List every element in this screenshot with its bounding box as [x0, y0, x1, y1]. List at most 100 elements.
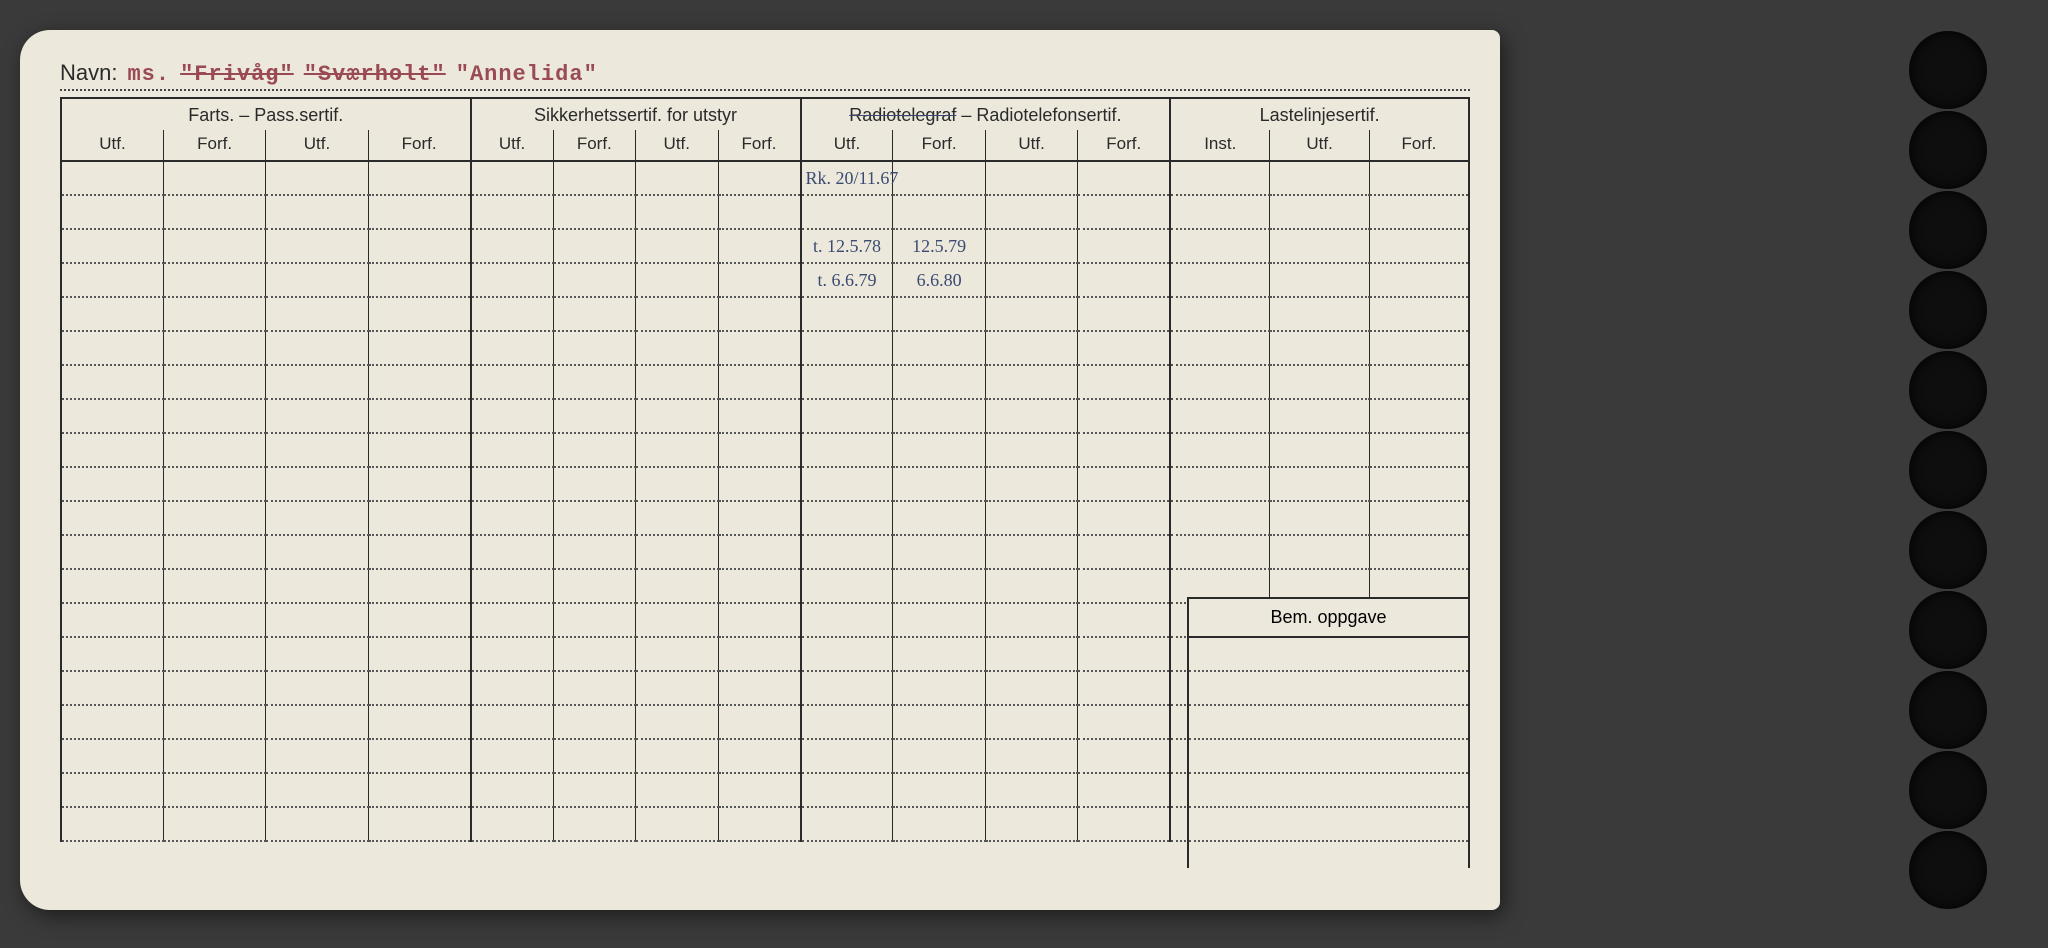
cell	[471, 365, 553, 399]
cell	[368, 399, 470, 433]
cell	[636, 807, 718, 841]
vessel-name-1: "Frivåg"	[180, 62, 294, 87]
cell	[266, 195, 368, 229]
cell	[1078, 569, 1170, 603]
cell	[1078, 229, 1170, 263]
binder-hole	[1909, 591, 1987, 669]
cell	[985, 365, 1077, 399]
cell	[163, 195, 265, 229]
cell	[985, 739, 1077, 773]
cell	[266, 467, 368, 501]
cell	[1078, 331, 1170, 365]
cell	[368, 739, 470, 773]
col-header: Utf.	[636, 130, 718, 161]
cell	[1170, 161, 1270, 195]
cell	[636, 195, 718, 229]
binder-hole	[1909, 431, 1987, 509]
name-label: Navn:	[60, 60, 117, 86]
table-row	[61, 399, 1469, 433]
cell	[1270, 535, 1370, 569]
cell: 6.6.80	[893, 263, 985, 297]
cell	[636, 671, 718, 705]
cell	[163, 365, 265, 399]
cell	[985, 671, 1077, 705]
cell	[893, 671, 985, 705]
cell	[1170, 331, 1270, 365]
cell	[553, 433, 635, 467]
cell	[266, 603, 368, 637]
cell	[636, 603, 718, 637]
cell	[368, 195, 470, 229]
cell	[718, 467, 800, 501]
cell	[61, 807, 163, 841]
cell	[553, 569, 635, 603]
cell	[553, 603, 635, 637]
cell: t. 12.5.78	[801, 229, 893, 263]
col-header: Forf.	[553, 130, 635, 161]
cell	[1078, 773, 1170, 807]
cell	[985, 603, 1077, 637]
cell	[718, 229, 800, 263]
cell	[1369, 433, 1469, 467]
cell	[368, 671, 470, 705]
cell	[61, 263, 163, 297]
cell	[1078, 739, 1170, 773]
cell	[368, 467, 470, 501]
name-row: Navn: ms. "Frivåg" "Sværholt" "Annelida"	[60, 60, 1470, 91]
certificate-table-wrap: Farts. – Pass.sertif. Sikkerhetssertif. …	[60, 97, 1470, 842]
cell	[985, 161, 1077, 195]
col-header: Utf.	[985, 130, 1077, 161]
cell	[1369, 399, 1469, 433]
cell	[553, 773, 635, 807]
cell	[985, 807, 1077, 841]
cell	[801, 739, 893, 773]
cell	[985, 535, 1077, 569]
cell	[61, 739, 163, 773]
cell	[893, 501, 985, 535]
cell	[801, 535, 893, 569]
group-sikkerhet: Sikkerhetssertif. for utstyr	[471, 98, 801, 130]
binder-hole	[1909, 271, 1987, 349]
cell	[985, 467, 1077, 501]
cell	[718, 705, 800, 739]
cell	[368, 773, 470, 807]
cell	[801, 433, 893, 467]
cell	[163, 229, 265, 263]
table-row	[61, 535, 1469, 569]
cell	[61, 399, 163, 433]
index-card: Navn: ms. "Frivåg" "Sværholt" "Annelida"…	[20, 30, 1500, 910]
cell	[1270, 195, 1370, 229]
cell	[1170, 229, 1270, 263]
cell	[801, 501, 893, 535]
bem-oppgave-box: Bem. oppgave	[1187, 597, 1470, 868]
cell	[1369, 365, 1469, 399]
cell	[61, 671, 163, 705]
cell	[163, 705, 265, 739]
cell	[471, 637, 553, 671]
cell	[1270, 467, 1370, 501]
cell	[801, 603, 893, 637]
col-header: Utf.	[266, 130, 368, 161]
cell	[718, 739, 800, 773]
cell	[471, 807, 553, 841]
cell	[636, 569, 718, 603]
cell	[61, 229, 163, 263]
cell	[893, 807, 985, 841]
cell	[471, 331, 553, 365]
cell	[471, 535, 553, 569]
cell	[368, 603, 470, 637]
cell	[718, 161, 800, 195]
cell	[801, 773, 893, 807]
cell	[61, 467, 163, 501]
cell	[553, 501, 635, 535]
cell	[61, 297, 163, 331]
col-header: Forf.	[718, 130, 800, 161]
cell	[636, 331, 718, 365]
cell	[636, 229, 718, 263]
cell	[636, 365, 718, 399]
cell	[266, 297, 368, 331]
cell	[985, 399, 1077, 433]
cell	[893, 195, 985, 229]
cell	[718, 603, 800, 637]
cell	[553, 195, 635, 229]
